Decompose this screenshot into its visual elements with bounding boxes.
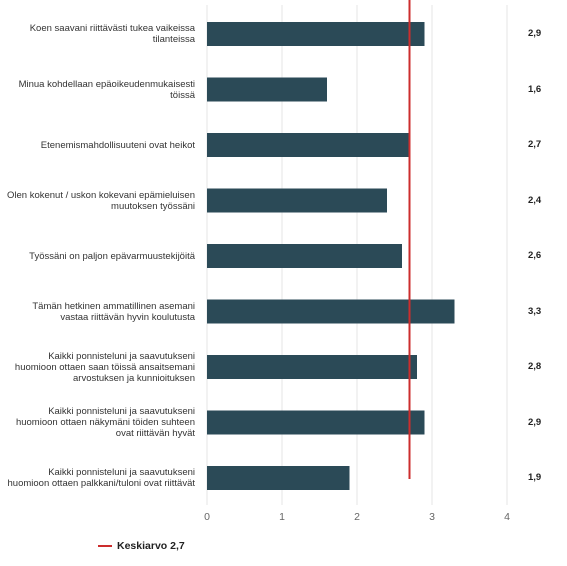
- category-label-6: Kaikki ponnisteluni ja saavutukseni huom…: [14, 350, 195, 384]
- bar-0: [207, 22, 425, 46]
- category-label-1: Minua kohdellaan epäoikeudenmukaisesti t…: [18, 78, 195, 101]
- x-tick-label-2: 2: [354, 511, 360, 523]
- x-tick-label-3: 3: [429, 511, 435, 523]
- value-label-8: 1,9: [528, 472, 542, 483]
- bar-8: [207, 466, 350, 490]
- value-label-7: 2,9: [528, 416, 542, 428]
- value-label-5: 3,3: [528, 305, 542, 317]
- value-label-0: 2,9: [528, 28, 542, 39]
- legend: Keskiarvo 2,7: [98, 540, 185, 552]
- x-tick-label-1: 1: [279, 511, 285, 523]
- bar-1: [207, 77, 327, 102]
- category-label-4: Työssäni on paljon epävarmuustekijöitä: [29, 250, 195, 262]
- category-label-7: Kaikki ponnisteluni ja saavutukseni huom…: [15, 406, 195, 439]
- bar-7: [207, 410, 425, 435]
- value-label-4: 2,6: [528, 250, 542, 261]
- bar-3: [207, 188, 387, 213]
- x-tick-label-4: 4: [504, 511, 510, 523]
- category-label-2: Etenemismahdollisuuteni ovat heikot: [40, 139, 195, 151]
- category-label-8: Kaikki ponnisteluni ja saavutukseni huom…: [7, 467, 195, 489]
- value-label-6: 2,8: [528, 361, 542, 372]
- bar-2: [207, 133, 410, 157]
- bar-4: [207, 244, 402, 268]
- legend-swatch-average: [98, 545, 112, 547]
- bar-6: [207, 355, 417, 379]
- bar-5: [207, 299, 455, 324]
- category-label-3: Olen kokenut / uskon kokevani epämieluis…: [6, 189, 195, 212]
- value-label-3: 2,4: [528, 194, 542, 206]
- value-label-1: 1,6: [528, 83, 542, 95]
- category-label-5: Tämän hetkinen ammatillinen asemani vast…: [32, 300, 195, 323]
- x-tick-label-0: 0: [204, 511, 210, 523]
- legend-label-average: Keskiarvo 2,7: [117, 540, 185, 552]
- category-label-0: Koen saavani riittävästi tukea vaikeissa…: [29, 23, 195, 45]
- value-label-2: 2,7: [528, 139, 542, 150]
